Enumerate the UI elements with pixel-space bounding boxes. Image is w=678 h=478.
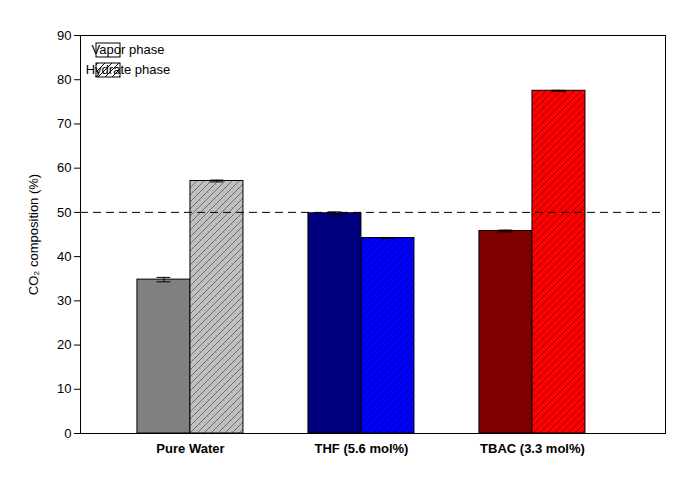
svg-text:70: 70	[57, 116, 71, 131]
svg-text:Vapor phase: Vapor phase	[92, 42, 165, 57]
svg-text:40: 40	[57, 249, 71, 264]
svg-text:TBAC (3.3 mol%): TBAC (3.3 mol%)	[480, 441, 585, 456]
svg-text:CO₂ composition (%): CO₂ composition (%)	[26, 174, 41, 295]
svg-text:80: 80	[57, 72, 71, 87]
svg-text:60: 60	[57, 160, 71, 175]
svg-text:20: 20	[57, 337, 71, 352]
svg-text:0: 0	[64, 426, 71, 441]
svg-text:THF (5.6 mol%): THF (5.6 mol%)	[314, 441, 408, 456]
svg-text:50: 50	[57, 205, 71, 220]
svg-text:Hydrate phase: Hydrate phase	[86, 62, 171, 77]
svg-text:Pure Water: Pure Water	[156, 441, 224, 456]
svg-text:10: 10	[57, 381, 71, 396]
svg-text:90: 90	[57, 28, 71, 43]
svg-text:30: 30	[57, 293, 71, 308]
